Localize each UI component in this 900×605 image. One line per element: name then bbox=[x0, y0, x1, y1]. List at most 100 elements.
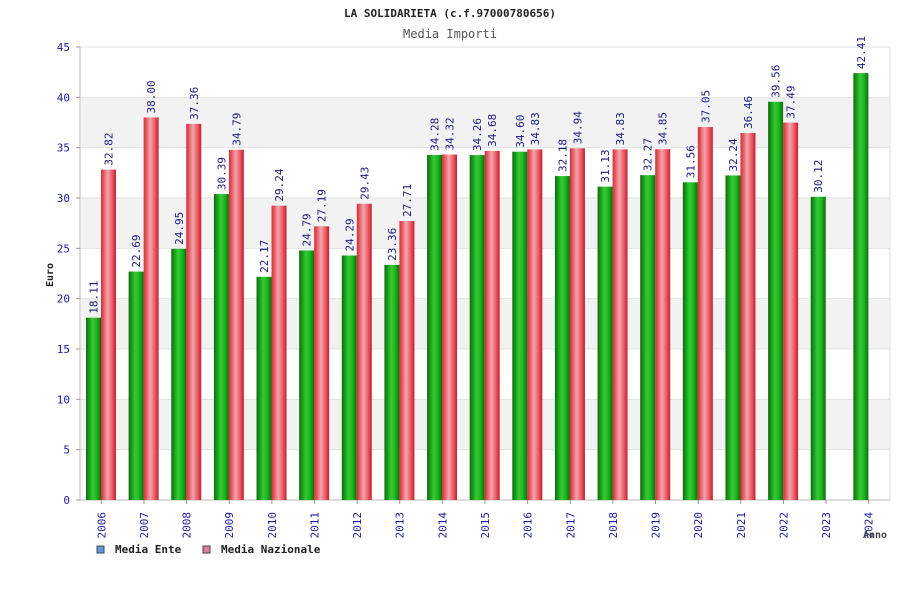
y-tick-label: 30 bbox=[57, 192, 70, 205]
bar-media-ente bbox=[171, 248, 187, 500]
data-label: 34.26 bbox=[471, 118, 484, 151]
bar-media-nazionale bbox=[655, 149, 671, 500]
x-tick-label: 2024 bbox=[863, 512, 876, 539]
legend-swatch-media-nazionale bbox=[202, 545, 211, 554]
y-tick-label: 10 bbox=[57, 393, 70, 406]
data-label: 32.18 bbox=[556, 139, 569, 172]
data-label: 23.36 bbox=[386, 228, 399, 261]
data-label: 39.56 bbox=[770, 65, 783, 98]
legend-label-media-nazionale: Media Nazionale bbox=[221, 543, 321, 556]
bar-media-nazionale bbox=[527, 149, 543, 501]
bars bbox=[86, 73, 869, 501]
bar-media-ente bbox=[768, 101, 784, 500]
bar-media-ente bbox=[256, 276, 272, 500]
bar-media-ente bbox=[725, 175, 741, 500]
x-tick-label: 2015 bbox=[479, 512, 492, 539]
x-tick-label: 2006 bbox=[95, 512, 108, 539]
x-tick-label: 2011 bbox=[308, 512, 321, 539]
y-tick-label: 5 bbox=[63, 444, 70, 457]
data-label: 31.13 bbox=[599, 149, 612, 182]
chart-title: LA SOLIDARIETA (c.f.97000780656) bbox=[344, 7, 556, 20]
x-tick-label: 2019 bbox=[650, 512, 663, 539]
bar-media-ente bbox=[86, 317, 101, 500]
bar-media-nazionale bbox=[399, 221, 415, 500]
bar-media-ente bbox=[384, 264, 400, 500]
data-label: 34.94 bbox=[571, 111, 584, 144]
y-tick-label: 40 bbox=[57, 91, 70, 104]
data-label: 24.79 bbox=[301, 213, 314, 246]
bar-media-ente bbox=[299, 250, 315, 500]
x-tick-label: 2013 bbox=[394, 512, 407, 539]
bar-media-ente bbox=[554, 176, 570, 500]
data-label: 31.56 bbox=[684, 145, 697, 178]
x-tick-label: 2023 bbox=[820, 512, 833, 539]
bar-media-ente bbox=[682, 182, 698, 500]
bar-media-nazionale bbox=[228, 149, 244, 500]
x-tick-label: 2010 bbox=[266, 512, 279, 539]
data-label: 24.95 bbox=[173, 212, 186, 245]
data-labels: 18.11 32.82 22.69 38.00 24.95 37.36 30.3934.79… bbox=[88, 36, 868, 314]
bar-media-nazionale bbox=[740, 132, 756, 500]
bar-media-nazionale bbox=[143, 117, 159, 500]
data-label: 24.29 bbox=[343, 218, 356, 251]
bar-media-ente bbox=[128, 271, 144, 500]
bar-media-nazionale bbox=[314, 226, 330, 500]
legend-label-media-ente: Media Ente bbox=[115, 543, 182, 556]
bar-media-nazionale bbox=[569, 148, 585, 500]
data-label: 30.12 bbox=[812, 160, 825, 193]
x-tick-label: 2018 bbox=[607, 512, 620, 539]
y-tick-label: 15 bbox=[57, 343, 70, 356]
bar-media-nazionale bbox=[356, 203, 372, 500]
data-label: 29.43 bbox=[358, 167, 371, 200]
data-label: 36.46 bbox=[742, 96, 755, 129]
data-label: 37.05 bbox=[699, 90, 712, 123]
bar-media-nazionale bbox=[612, 149, 628, 501]
data-label: 34.60 bbox=[514, 115, 527, 148]
bar-media-nazionale bbox=[186, 123, 202, 500]
x-tick-label: 2012 bbox=[351, 512, 364, 539]
bar-media-nazionale bbox=[697, 127, 713, 500]
data-label: 34.79 bbox=[230, 113, 243, 146]
bar-media-nazionale bbox=[783, 122, 799, 500]
legend: Media Ente Media Nazionale bbox=[96, 543, 321, 556]
data-label: 34.83 bbox=[529, 112, 542, 145]
bar-media-ente bbox=[512, 151, 528, 500]
bar-media-ente bbox=[427, 154, 443, 500]
data-label: 42.41 bbox=[855, 36, 868, 69]
data-label: 34.85 bbox=[657, 112, 670, 145]
legend-swatch-media-ente bbox=[96, 545, 105, 554]
x-tick-label: 2020 bbox=[692, 512, 705, 539]
data-label: 29.24 bbox=[273, 168, 286, 201]
data-label: 27.71 bbox=[401, 184, 414, 217]
y-tick-label: 0 bbox=[63, 494, 70, 507]
bar-media-ente bbox=[810, 196, 826, 501]
data-label: 38.00 bbox=[145, 80, 158, 113]
data-label: 34.68 bbox=[486, 114, 499, 147]
data-label: 32.27 bbox=[642, 138, 655, 171]
y-tick-label: 20 bbox=[57, 293, 70, 306]
data-label: 34.83 bbox=[614, 112, 627, 145]
bar-media-nazionale bbox=[271, 205, 287, 500]
x-axis-label: Anno bbox=[863, 530, 887, 541]
data-label: 34.32 bbox=[444, 117, 457, 150]
bar-media-ente bbox=[853, 73, 869, 501]
bar-media-ente bbox=[597, 186, 613, 500]
data-label: 37.49 bbox=[785, 85, 798, 118]
bar-media-ente bbox=[469, 155, 485, 500]
x-tick-label: 2017 bbox=[564, 512, 577, 539]
bar-media-ente bbox=[640, 175, 656, 500]
bar-media-nazionale bbox=[101, 169, 116, 500]
bar-media-ente bbox=[341, 255, 357, 500]
data-label: 32.24 bbox=[727, 138, 740, 171]
axes: 0 5 10 15 20 25 30 35 40 45 2006 2007 2008 2009 2010 20… bbox=[57, 41, 890, 539]
data-label: 22.17 bbox=[258, 240, 271, 273]
y-tick-label: 45 bbox=[57, 41, 70, 54]
x-tick-label: 2007 bbox=[138, 512, 151, 539]
x-tick-label: 2022 bbox=[777, 512, 790, 539]
x-tick-label: 2016 bbox=[522, 512, 535, 539]
data-label: 18.11 bbox=[88, 281, 101, 314]
y-tick-label: 25 bbox=[57, 242, 70, 255]
data-label: 37.36 bbox=[188, 87, 201, 120]
y-axis-label: Euro bbox=[45, 263, 56, 287]
